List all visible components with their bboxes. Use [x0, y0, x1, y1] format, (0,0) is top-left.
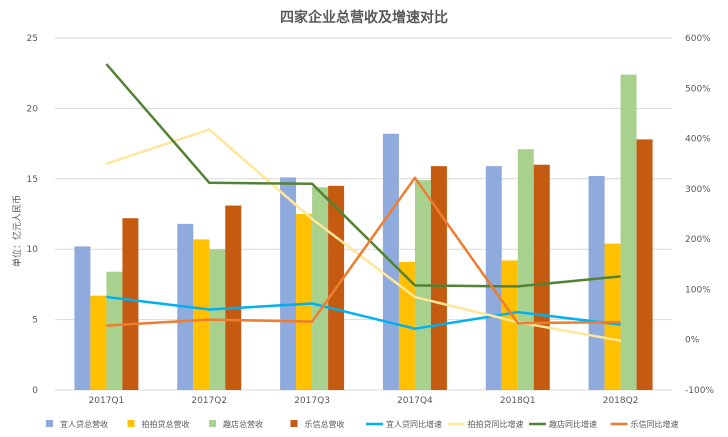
- bar-3: [106, 271, 123, 390]
- x-tick-label: 2018Q2: [603, 396, 639, 406]
- legend-label: 宜人贷同比增速: [386, 419, 442, 429]
- bar-4: [533, 164, 550, 390]
- y2-tick-label: 400%: [685, 135, 711, 145]
- series-line-1: [106, 295, 621, 330]
- bar-layer: [74, 74, 653, 390]
- x-tick-label: 2017Q1: [89, 396, 125, 406]
- bar-3: [620, 74, 637, 390]
- x-tick-label: 2017Q4: [397, 396, 433, 406]
- bar-1: [280, 177, 297, 390]
- bar-2: [296, 214, 313, 390]
- bar-2: [193, 239, 210, 390]
- y-tick-label: 15: [27, 175, 38, 185]
- y-tick-label: 5: [32, 316, 38, 326]
- bar-2: [501, 260, 518, 390]
- bar-1: [588, 175, 605, 390]
- bar-4: [122, 218, 139, 390]
- x-tick-label: 2017Q2: [191, 396, 227, 406]
- y-tick-label: 25: [27, 34, 38, 44]
- y2-tick-label: 300%: [685, 185, 711, 195]
- bar-2: [604, 243, 621, 390]
- legend-label: 拍拍贷总营收: [142, 419, 190, 429]
- y-tick-label: 0: [32, 386, 38, 396]
- bar-3: [312, 187, 329, 390]
- y2-tick-label: 0%: [685, 336, 700, 346]
- x-tick-label: 2017Q3: [294, 396, 330, 406]
- legend-swatch: [127, 420, 135, 427]
- y2-tick-label: 600%: [685, 34, 711, 44]
- legend-label: 拍拍贷同比增速: [468, 419, 524, 429]
- bar-2: [90, 295, 107, 390]
- legend-swatch: [46, 420, 53, 427]
- y-axis-label: 单位：亿元人民币: [11, 195, 23, 267]
- y2-tick-label: 500%: [685, 84, 711, 94]
- legend-label: 乐信总营收: [305, 419, 345, 429]
- bar-4: [225, 205, 242, 390]
- x-tick-label: 2018Q1: [500, 396, 536, 406]
- y-tick-label: 10: [27, 245, 39, 255]
- chart-title: 四家企业总营收及增速对比: [280, 9, 448, 26]
- legend-label: 趣店同比增速: [549, 419, 597, 429]
- y2-tick-label: 100%: [685, 285, 711, 295]
- legend-label: 乐信同比增速: [631, 419, 679, 429]
- legend-swatch: [290, 420, 298, 427]
- legend: 宜人贷总营收 拍拍贷总营收 趣店总营收 乐信总营收 宜人贷同比增速 拍拍贷同比增速 趣店同比…: [46, 419, 679, 429]
- y2-tick-label: 200%: [685, 235, 711, 245]
- legend-swatch: [209, 420, 216, 427]
- y-tick-label: 20: [27, 104, 39, 114]
- series-line-3: [105, 63, 621, 288]
- legend-label: 趣店总营收: [223, 419, 263, 429]
- bar-4: [430, 166, 447, 390]
- legend-label: 宜人贷总营收: [60, 419, 108, 429]
- bar-1: [485, 166, 502, 390]
- line-layer: [105, 63, 621, 342]
- axes: 0 5 10 15 20 25 -100% 0% 100% 200% 300% 400% 500% 600…: [27, 34, 715, 406]
- y2-tick-label: -100%: [685, 386, 714, 396]
- series-line-2: [106, 128, 621, 342]
- bar-1: [74, 246, 91, 390]
- series-line-4: [106, 176, 621, 327]
- gridlines: [55, 37, 672, 391]
- bar-4: [636, 139, 653, 390]
- bar-3: [517, 149, 534, 390]
